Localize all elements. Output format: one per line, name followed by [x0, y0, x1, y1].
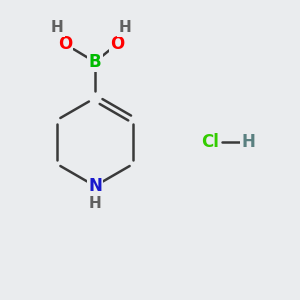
Text: N: N — [88, 177, 102, 195]
Text: H: H — [241, 133, 255, 151]
Text: O: O — [58, 35, 72, 53]
Text: O: O — [110, 35, 124, 53]
Text: H: H — [51, 20, 63, 35]
Text: B: B — [89, 53, 101, 71]
Text: Cl: Cl — [201, 133, 219, 151]
Text: H: H — [118, 20, 131, 35]
Text: H: H — [88, 196, 101, 211]
